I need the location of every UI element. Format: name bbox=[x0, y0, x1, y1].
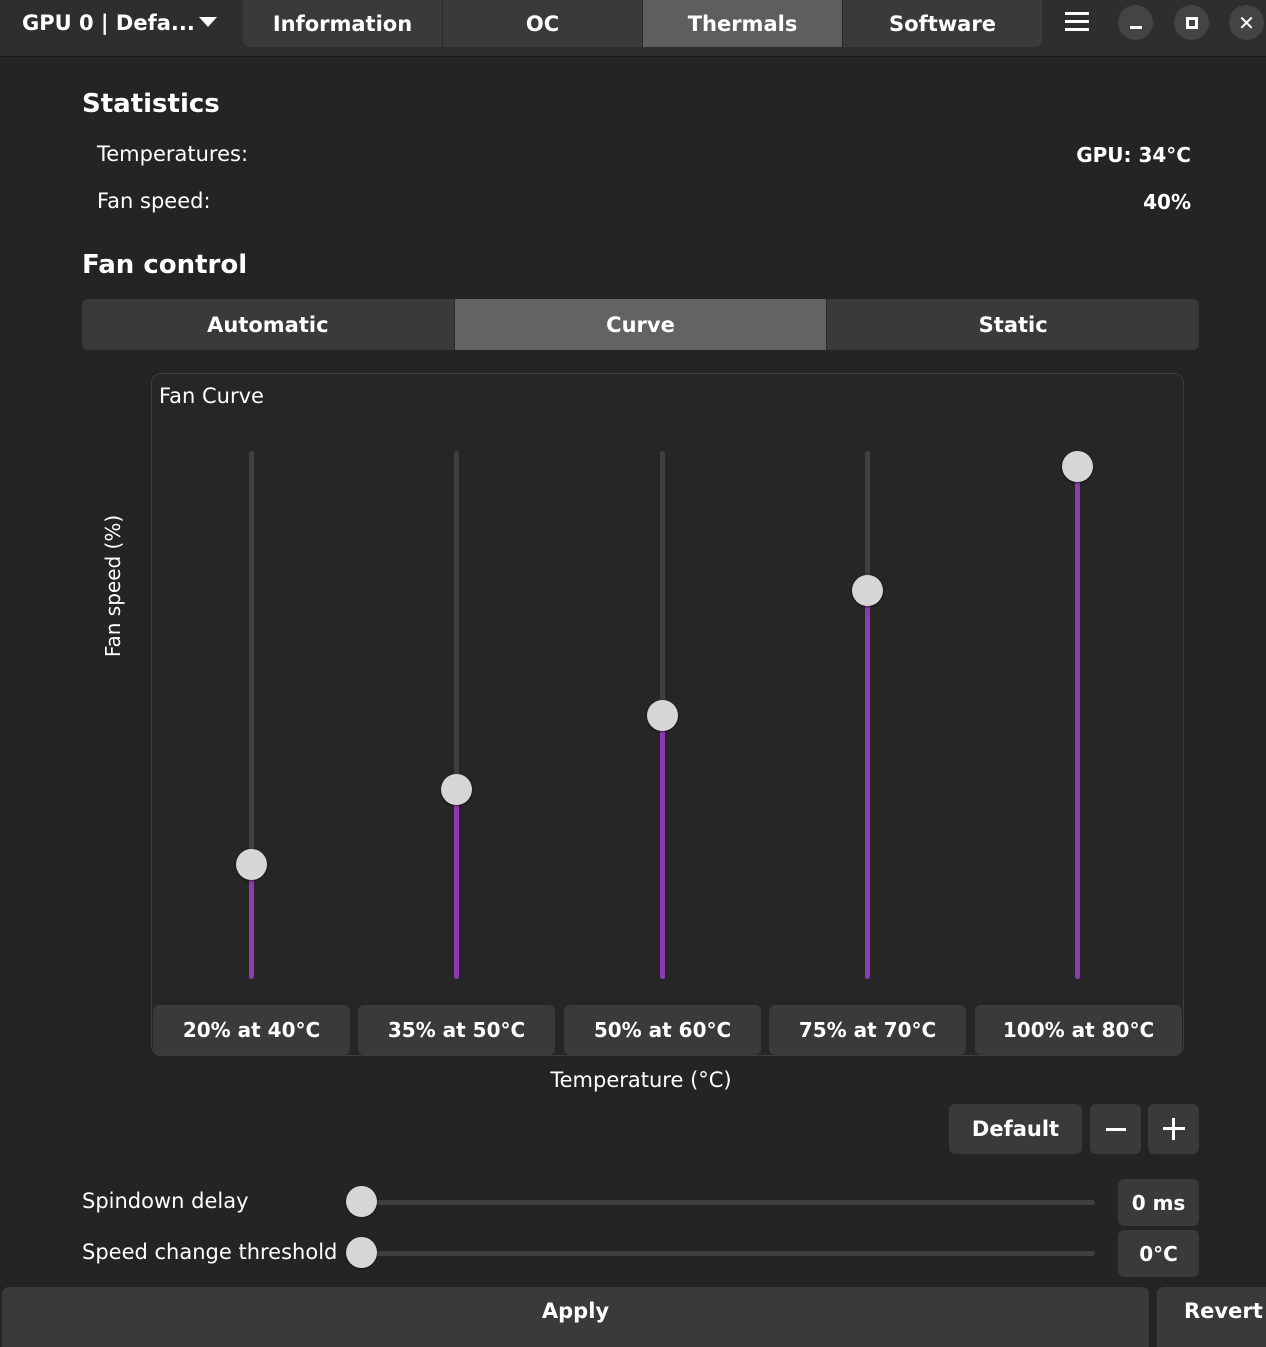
spindown-delay-value: 0 ms bbox=[1118, 1179, 1199, 1226]
slider-knob[interactable] bbox=[346, 1186, 377, 1217]
fan-control-heading: Fan control bbox=[82, 250, 248, 280]
slider-knob[interactable] bbox=[441, 774, 472, 806]
slider-fill bbox=[865, 590, 870, 979]
curve-point-slider-1[interactable] bbox=[236, 451, 267, 979]
x-axis-label: Temperature (°C) bbox=[550, 1068, 732, 1092]
slider-track bbox=[454, 451, 459, 979]
curve-point-button-4[interactable]: 75% at 70°C bbox=[769, 1005, 966, 1055]
curve-point-slider-2[interactable] bbox=[441, 451, 472, 979]
minimize-icon bbox=[1129, 25, 1142, 29]
statistics-heading: Statistics bbox=[82, 89, 220, 119]
slider-track bbox=[346, 1251, 1095, 1256]
slider-knob[interactable] bbox=[346, 1237, 377, 1268]
slider-knob[interactable] bbox=[236, 848, 267, 880]
mode-static-button[interactable]: Static bbox=[978, 312, 1048, 337]
maximize-button[interactable] bbox=[1174, 5, 1209, 40]
slider-fill bbox=[660, 715, 665, 979]
mode-curve-button[interactable]: Curve bbox=[454, 299, 828, 350]
y-axis-label: Fan speed (%) bbox=[101, 514, 125, 658]
slider-track bbox=[249, 451, 254, 979]
speed-change-threshold-slider[interactable] bbox=[346, 1237, 1095, 1269]
tab-thermals[interactable]: Thermals bbox=[643, 0, 843, 47]
curve-point-button-2[interactable]: 35% at 50°C bbox=[358, 1005, 555, 1055]
fan-curve-title: Fan Curve bbox=[159, 384, 264, 408]
slider-knob[interactable] bbox=[852, 575, 883, 607]
apply-button[interactable]: Apply bbox=[2, 1287, 1149, 1347]
add-point-button[interactable] bbox=[1148, 1104, 1199, 1154]
curve-point-slider-4[interactable] bbox=[852, 451, 883, 979]
speed-change-threshold-value: 0°C bbox=[1118, 1230, 1199, 1277]
slider-fill bbox=[1075, 466, 1080, 979]
chevron-down-icon bbox=[199, 17, 217, 27]
gpu-selector-dropdown[interactable]: GPU 0 | Defa... bbox=[0, 0, 238, 46]
remove-point-button[interactable] bbox=[1090, 1104, 1141, 1154]
slider-fill bbox=[249, 864, 254, 979]
curve-point-slider-5[interactable] bbox=[1062, 451, 1093, 979]
default-button[interactable]: Default bbox=[949, 1104, 1082, 1154]
fan-mode-switch: Automatic Curve Static bbox=[82, 299, 1199, 350]
speed-change-threshold-label: Speed change threshold bbox=[82, 1240, 338, 1264]
curve-point-button-3[interactable]: 50% at 60°C bbox=[564, 1005, 761, 1055]
curve-point-button-1[interactable]: 20% at 40°C bbox=[153, 1005, 350, 1055]
fan-speed-label: Fan speed: bbox=[97, 189, 211, 213]
curve-point-button-5[interactable]: 100% at 80°C bbox=[975, 1005, 1182, 1055]
tab-software[interactable]: Software bbox=[889, 11, 996, 36]
spindown-delay-label: Spindown delay bbox=[82, 1189, 249, 1213]
close-button[interactable]: ✕ bbox=[1229, 5, 1264, 40]
gpu-selector-label: GPU 0 | Defa... bbox=[22, 11, 195, 35]
curve-point-slider-3[interactable] bbox=[647, 451, 678, 979]
minus-icon bbox=[1105, 1127, 1126, 1131]
slider-fill bbox=[454, 789, 459, 979]
main-tabs: Information OC Thermals Software bbox=[243, 0, 1042, 47]
fan-speed-value: 40% bbox=[1143, 190, 1191, 214]
revert-button[interactable]: Revert bbox=[1157, 1287, 1266, 1347]
hamburger-menu-icon[interactable] bbox=[1063, 10, 1091, 34]
maximize-icon bbox=[1185, 16, 1198, 29]
minimize-button[interactable] bbox=[1118, 5, 1153, 40]
tab-oc[interactable]: OC bbox=[443, 0, 643, 47]
spindown-delay-slider[interactable] bbox=[346, 1186, 1095, 1218]
mode-automatic-button[interactable]: Automatic bbox=[82, 299, 455, 350]
slider-knob[interactable] bbox=[647, 699, 678, 731]
temperatures-value: GPU: 34°C bbox=[1076, 143, 1191, 167]
close-icon: ✕ bbox=[1238, 10, 1255, 35]
plus-icon bbox=[1162, 1118, 1185, 1140]
temperatures-label: Temperatures: bbox=[97, 142, 249, 166]
slider-track bbox=[346, 1200, 1095, 1205]
header-bar: GPU 0 | Defa... Information OC Thermals … bbox=[0, 0, 1266, 57]
tab-information[interactable]: Information bbox=[243, 0, 443, 47]
slider-knob[interactable] bbox=[1062, 451, 1093, 482]
